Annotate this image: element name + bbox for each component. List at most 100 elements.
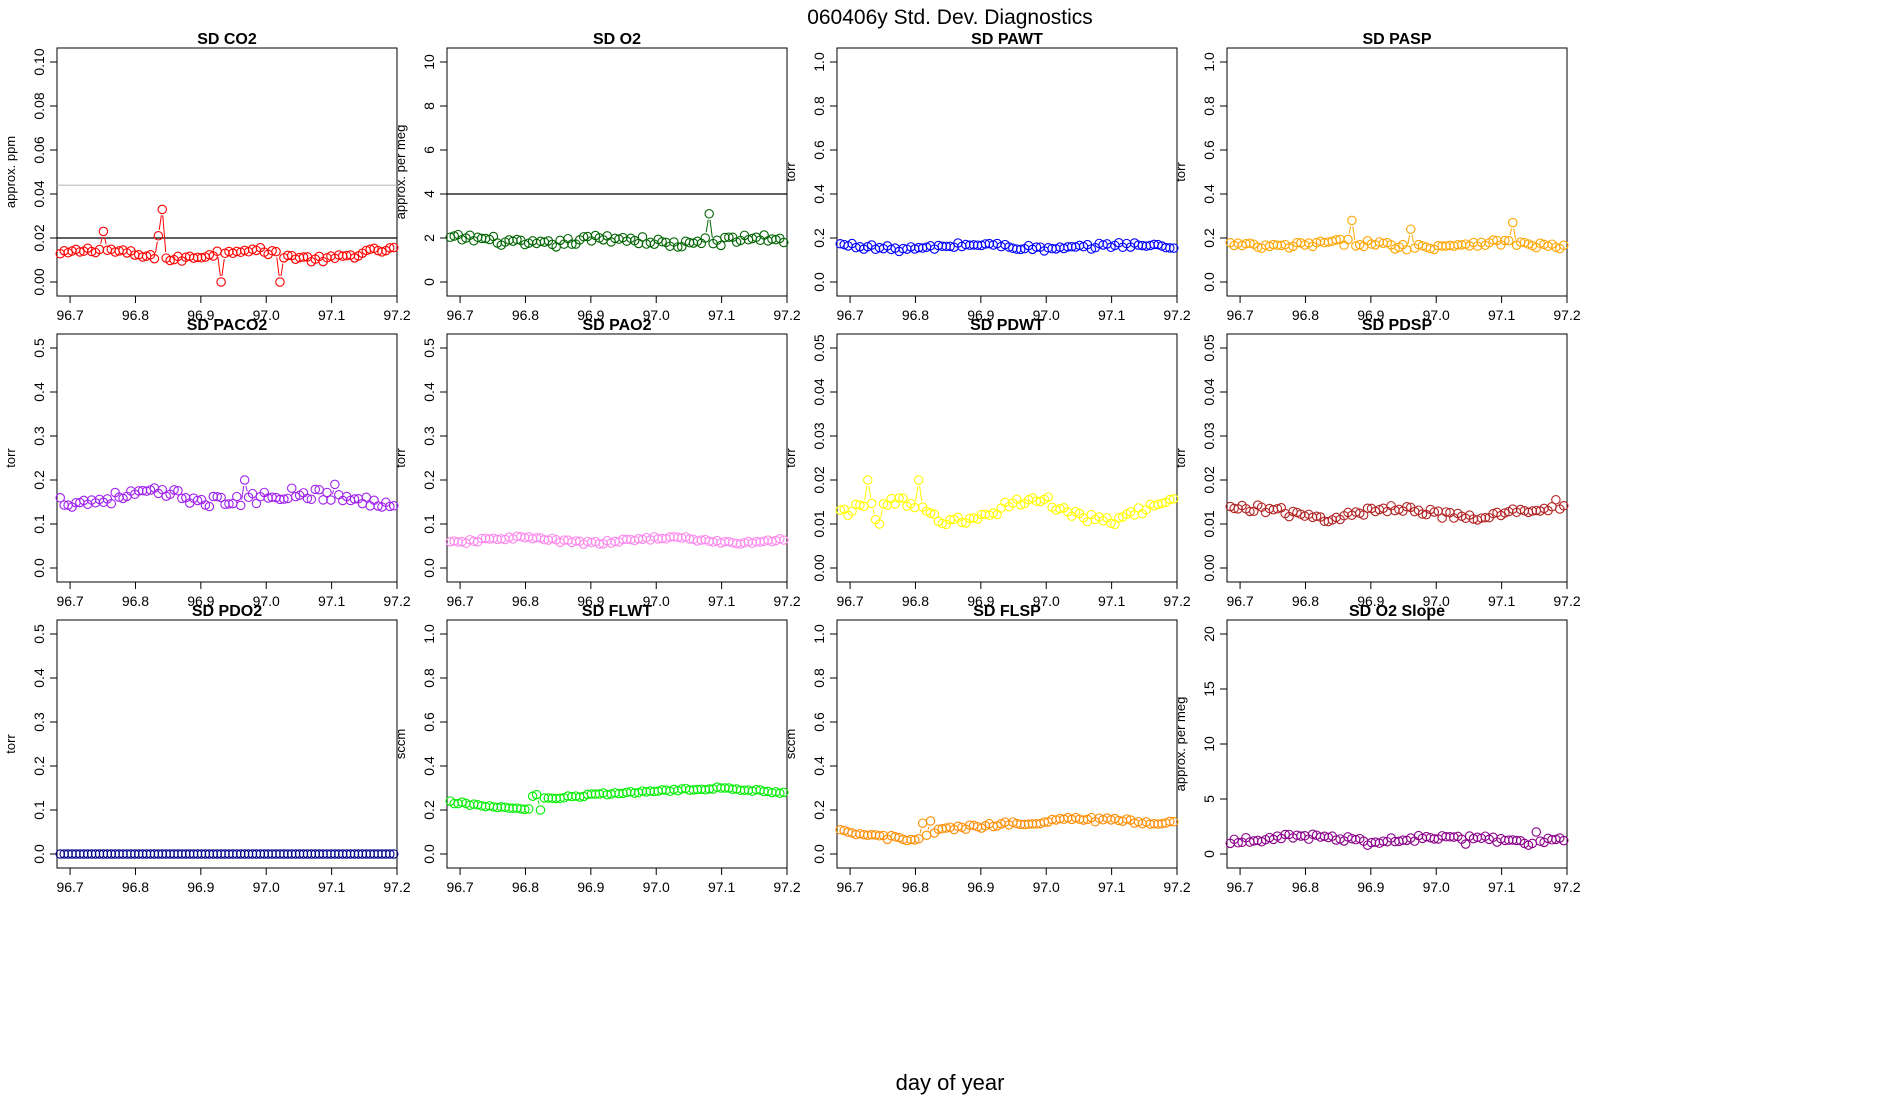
data-point (851, 829, 861, 840)
data-point (1429, 507, 1440, 517)
x-tick-label: 97.2 (1553, 879, 1580, 895)
data-point (894, 493, 904, 503)
data-point (173, 486, 183, 496)
y-axis-label: approx. per meg (393, 125, 408, 220)
data-point (1319, 831, 1330, 841)
data-point (341, 849, 352, 859)
x-tick-label: 97.2 (1553, 307, 1580, 323)
data-point (673, 242, 683, 252)
x-tick-label: 96.8 (122, 593, 149, 609)
x-tick-label: 97.0 (1033, 593, 1060, 609)
panel-1: SD O2 approx. per meg 0 2 4 6 8 10 96.7 96.8 96.9 9… (393, 31, 801, 323)
panel-4: SD PACO2 torr 0.0 0.1 0.2 0.3 0.4 0.5 96.7 96.8 96… (3, 317, 411, 609)
x-tick-label: 96.8 (1292, 307, 1319, 323)
series-segment (162, 215, 167, 253)
data-point (263, 849, 273, 859)
y-tick-label: 15 (1201, 681, 1217, 697)
panel-title: SD O2 Slope (1349, 603, 1445, 620)
y-tick-label: 0.04 (811, 378, 827, 405)
x-tick-label: 96.9 (187, 593, 214, 609)
y-tick-label: 0.3 (31, 426, 47, 446)
data-point (547, 793, 558, 804)
x-tick-label: 97.1 (1488, 307, 1515, 323)
data-point (778, 535, 789, 545)
y-tick-label: 5 (1201, 795, 1217, 803)
y-tick-label: 0.06 (31, 136, 47, 163)
data-point (181, 849, 191, 859)
data-point (271, 246, 281, 257)
data-point (275, 849, 285, 859)
data-point (855, 500, 865, 510)
y-tick-label: 0.8 (1201, 96, 1217, 116)
data-point (361, 849, 372, 859)
y-tick-label: 0 (1201, 850, 1217, 858)
panel-10: SD FLSP sccm 0.0 0.2 0.4 0.6 0.8 1.0 96.7 96.8 96.… (783, 603, 1191, 895)
y-axis-label: torr (393, 448, 408, 468)
data-point (1168, 494, 1179, 504)
x-tick-label: 96.8 (512, 879, 539, 895)
series-segment (919, 485, 923, 502)
series-segment (217, 257, 221, 277)
x-tick-label: 97.1 (1488, 593, 1515, 609)
data-point (149, 253, 160, 264)
y-tick-label: 0.0 (421, 558, 437, 578)
data-point (283, 250, 293, 261)
data-point (1272, 503, 1283, 514)
data-point (1405, 224, 1416, 234)
y-tick-label: 6 (421, 146, 437, 154)
data-point (385, 243, 395, 253)
data-point (535, 805, 546, 815)
data-point (874, 519, 885, 529)
data-point (1280, 829, 1290, 840)
data-point (75, 849, 85, 859)
data-point (306, 849, 317, 859)
data-point (330, 479, 340, 490)
data-point (1347, 833, 1357, 844)
y-tick-label: 0.0 (421, 844, 437, 864)
y-tick-label: 0.4 (31, 668, 47, 688)
plot-frame (56, 47, 398, 297)
data-point (1133, 503, 1144, 513)
data-point (267, 246, 277, 256)
panel-title: SD FLSP (973, 603, 1041, 620)
data-point (910, 835, 920, 845)
data-point (1165, 243, 1175, 253)
y-axis-label: approx. per meg (1173, 697, 1188, 792)
data-point (385, 501, 395, 512)
panel-11: SD O2 Slope approx. per meg 0 5 10 15 20 96.7 96… (1173, 603, 1581, 895)
data-point (1551, 495, 1561, 505)
data-point (586, 789, 597, 799)
x-tick-label: 97.0 (253, 307, 280, 323)
y-tick-label: 0.1 (31, 514, 47, 534)
data-point (700, 233, 711, 243)
series-segment (705, 219, 709, 233)
series-segment (1411, 234, 1414, 243)
data-point (373, 501, 383, 511)
data-point (373, 245, 383, 256)
data-point (98, 226, 109, 237)
y-tick-label: 0.5 (31, 338, 47, 358)
data-point (118, 849, 128, 859)
x-tick-label: 96.9 (967, 879, 994, 895)
data-point (130, 849, 140, 859)
y-axis-label: sccm (783, 729, 798, 759)
x-tick-label: 97.2 (383, 307, 410, 323)
data-point (388, 242, 399, 253)
y-tick-label: 0.2 (811, 800, 827, 820)
y-tick-label: 0.2 (31, 756, 47, 776)
x-tick-label: 96.7 (836, 879, 863, 895)
data-point (1558, 835, 1569, 846)
plot-frame (1226, 47, 1568, 297)
x-tick-label: 97.0 (643, 593, 670, 609)
data-point (196, 849, 207, 859)
data-point (294, 849, 305, 859)
data-point (141, 486, 152, 496)
data-point (512, 234, 522, 245)
y-tick-label: 0.00 (1201, 554, 1217, 581)
series-segment (872, 509, 875, 514)
y-tick-label: 0.05 (811, 334, 827, 361)
y-tick-label: 0.2 (421, 470, 437, 490)
x-tick-label: 96.9 (1357, 307, 1384, 323)
